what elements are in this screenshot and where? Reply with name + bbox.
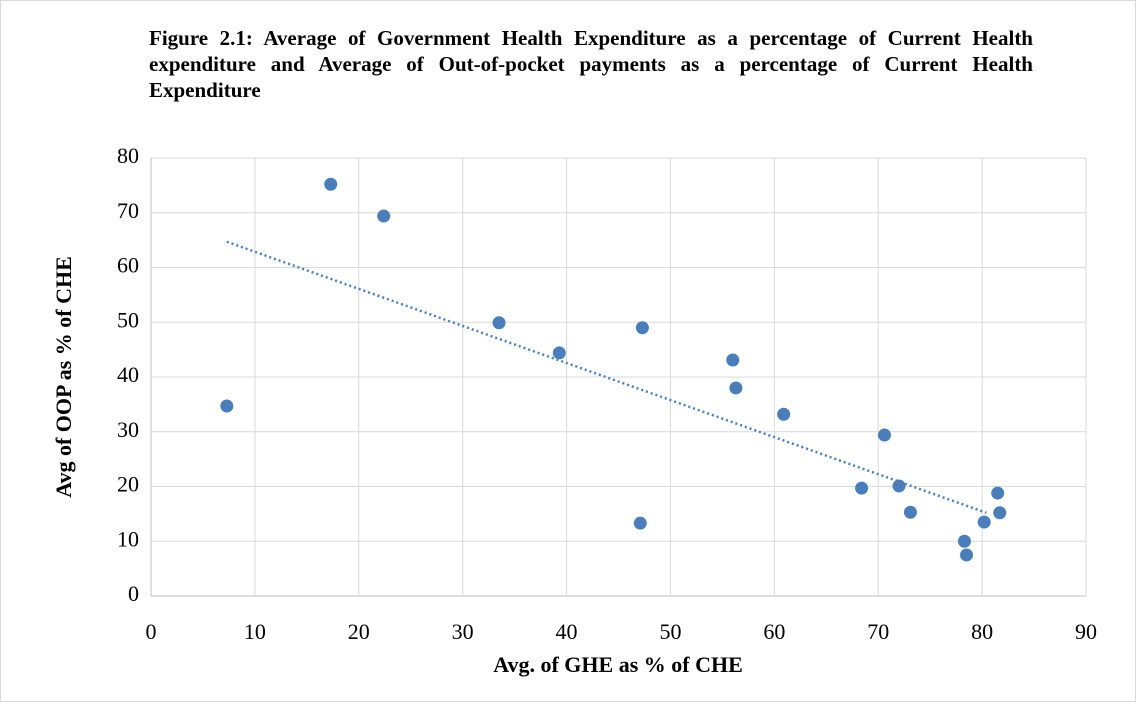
y-tick-label: 10 [117,526,139,551]
point [635,321,649,335]
x-tick-label: 10 [244,619,266,644]
y-tick-label: 50 [117,307,139,332]
point [220,399,234,413]
x-tick-label: 80 [971,619,993,644]
y-tick-label: 60 [117,253,139,278]
point [377,209,391,223]
point [777,407,791,421]
point [877,428,891,442]
x-tick-label: 70 [867,619,889,644]
x-axis-label: Avg. of GHE as % of CHE [493,652,743,677]
y-tick-label: 80 [117,143,139,168]
y-tick-label: 40 [117,362,139,387]
x-tick-label: 60 [763,619,785,644]
point [993,506,1007,520]
y-tick-label: 0 [128,581,139,606]
y-tick-label: 20 [117,472,139,497]
trendline [226,240,987,514]
point [492,316,506,330]
chart-title: Figure 2.1: Average of Government Health… [149,26,1033,102]
y-axis-label: Avg of OOP as % of CHE [51,256,76,498]
x-tick-label: 50 [659,619,681,644]
y-tick-label: 30 [117,417,139,442]
point [991,486,1005,500]
x-tick-label: 90 [1075,619,1097,644]
y-tick-label: 70 [117,198,139,223]
x-tick-label: 30 [452,619,474,644]
point [977,515,991,529]
point [892,479,906,493]
point [324,177,338,191]
x-tick-label: 40 [556,619,578,644]
point [957,534,971,548]
x-tick-label: 0 [146,619,157,644]
point [903,505,917,519]
point [726,353,740,367]
x-tick-label: 20 [348,619,370,644]
point [960,548,974,562]
point [552,346,566,360]
point [633,516,647,530]
point [855,481,869,495]
point [729,381,743,395]
